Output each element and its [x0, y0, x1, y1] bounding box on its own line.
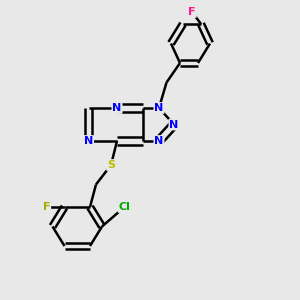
- Text: N: N: [154, 136, 164, 146]
- Text: N: N: [169, 119, 178, 130]
- Text: N: N: [112, 103, 122, 113]
- Text: F: F: [188, 7, 196, 17]
- Text: Cl: Cl: [118, 202, 130, 212]
- Text: F: F: [43, 202, 50, 212]
- Text: N: N: [154, 103, 164, 113]
- Text: N: N: [84, 136, 93, 146]
- Text: S: S: [107, 160, 115, 170]
